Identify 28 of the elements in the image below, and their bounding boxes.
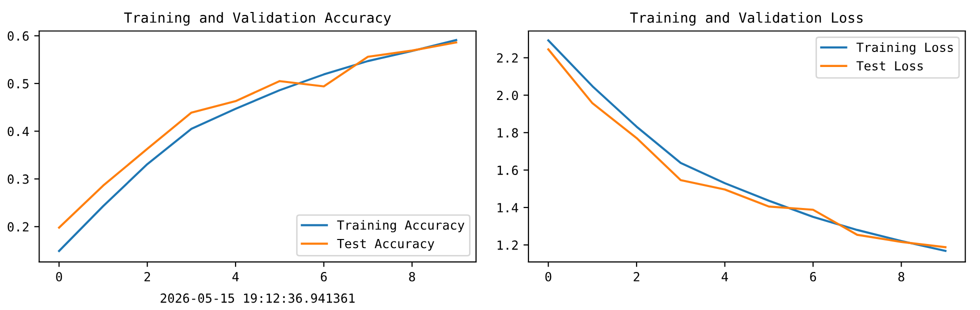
y-tick-label: 1.6 xyxy=(498,166,518,176)
x-tick-label: 8 xyxy=(898,272,904,282)
y-tick-label: 1.2 xyxy=(498,240,518,250)
y-tick-label: 0.5 xyxy=(8,78,28,88)
y-tick-label: 1.8 xyxy=(498,128,518,138)
text: 2026-05-15 19:12:36.941361 xyxy=(160,293,355,303)
x-tick-label: 2 xyxy=(634,272,640,282)
chart-title: Training and Validation Accuracy xyxy=(124,12,391,26)
x-tick-label: 0 xyxy=(56,272,62,282)
chart-title: Training and Validation Loss xyxy=(630,12,863,26)
legend-label: Test Loss xyxy=(856,61,923,70)
y-tick-label: 2.2 xyxy=(497,53,518,63)
x-tick-label: 0 xyxy=(545,272,552,282)
legend-label: Training Accuracy xyxy=(337,220,464,232)
x-tick-label: 2 xyxy=(144,272,150,282)
y-tick-label: 0.3 xyxy=(8,174,29,184)
legend-label: Test Accuracy xyxy=(337,238,434,251)
y-tick-label: 2.0 xyxy=(497,90,518,100)
x-tick-label: 6 xyxy=(320,272,327,282)
legend-label: Training Loss xyxy=(856,42,953,54)
x-tick-label: 4 xyxy=(722,272,728,282)
y-tick-label: 0.4 xyxy=(8,126,29,136)
x-tick-label: 6 xyxy=(810,272,816,282)
y-tick-label: 0.6 xyxy=(8,31,29,41)
y-tick-label: 1.4 xyxy=(498,203,518,212)
y-tick-label: 0.2 xyxy=(8,222,28,232)
x-tick-label: 8 xyxy=(409,272,416,282)
x-tick-label: 4 xyxy=(232,272,239,282)
